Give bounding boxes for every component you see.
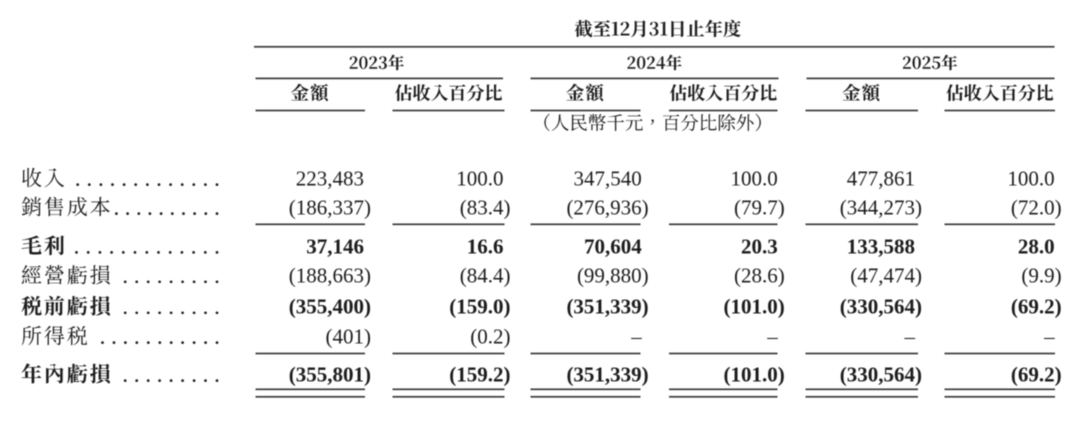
svg-text:28.0: 28.0 bbox=[1018, 234, 1055, 258]
svg-text:(0.2): (0.2) bbox=[470, 325, 510, 349]
svg-text:(99,880): (99,880) bbox=[577, 264, 649, 288]
svg-text:(28.6): (28.6) bbox=[734, 264, 785, 288]
svg-text:20.3: 20.3 bbox=[741, 234, 778, 258]
svg-text:(69.2): (69.2) bbox=[1011, 363, 1062, 387]
svg-text:(351,339): (351,339) bbox=[566, 363, 648, 387]
svg-text:(276,936): (276,936) bbox=[566, 196, 648, 220]
svg-text:(355,400): (355,400) bbox=[289, 295, 371, 319]
svg-text:(159.2): (159.2) bbox=[449, 363, 510, 387]
svg-text:–: – bbox=[904, 325, 916, 349]
svg-text:(330,564): (330,564) bbox=[840, 363, 922, 387]
svg-text:(330,564): (330,564) bbox=[840, 295, 922, 319]
svg-text:100.0: 100.0 bbox=[456, 167, 503, 191]
svg-text:(84.4): (84.4) bbox=[460, 264, 511, 288]
svg-text:(9.9): (9.9) bbox=[1021, 264, 1061, 288]
svg-text:(47,474): (47,474) bbox=[850, 264, 922, 288]
svg-text:(351,339): (351,339) bbox=[566, 295, 648, 319]
svg-text:70,604: 70,604 bbox=[584, 234, 642, 258]
svg-text:(69.2): (69.2) bbox=[1011, 295, 1062, 319]
svg-text:(101.0): (101.0) bbox=[724, 363, 785, 387]
svg-text:(344,273): (344,273) bbox=[840, 196, 922, 220]
svg-text:477,861: 477,861 bbox=[847, 167, 915, 191]
svg-text:(355,801): (355,801) bbox=[289, 363, 371, 387]
svg-text:(159.0): (159.0) bbox=[449, 295, 510, 319]
svg-text:37,146: 37,146 bbox=[306, 234, 364, 258]
svg-text:(79.7): (79.7) bbox=[734, 196, 785, 220]
svg-text:(186,337): (186,337) bbox=[289, 196, 371, 220]
svg-text:–: – bbox=[630, 325, 642, 349]
svg-text:223,483: 223,483 bbox=[296, 167, 364, 191]
svg-text:–: – bbox=[1043, 325, 1055, 349]
svg-text:(101.0): (101.0) bbox=[724, 295, 785, 319]
svg-text:(188,663): (188,663) bbox=[289, 264, 371, 288]
svg-text:16.6: 16.6 bbox=[467, 234, 504, 258]
svg-text:–: – bbox=[766, 325, 778, 349]
svg-text:(401): (401) bbox=[325, 325, 371, 349]
svg-text:100.0: 100.0 bbox=[731, 167, 778, 191]
svg-text:(72.0): (72.0) bbox=[1011, 196, 1062, 220]
svg-text:(83.4): (83.4) bbox=[460, 196, 511, 220]
svg-text:133,588: 133,588 bbox=[847, 234, 915, 258]
svg-text:347,540: 347,540 bbox=[573, 167, 641, 191]
svg-text:100.0: 100.0 bbox=[1007, 167, 1054, 191]
